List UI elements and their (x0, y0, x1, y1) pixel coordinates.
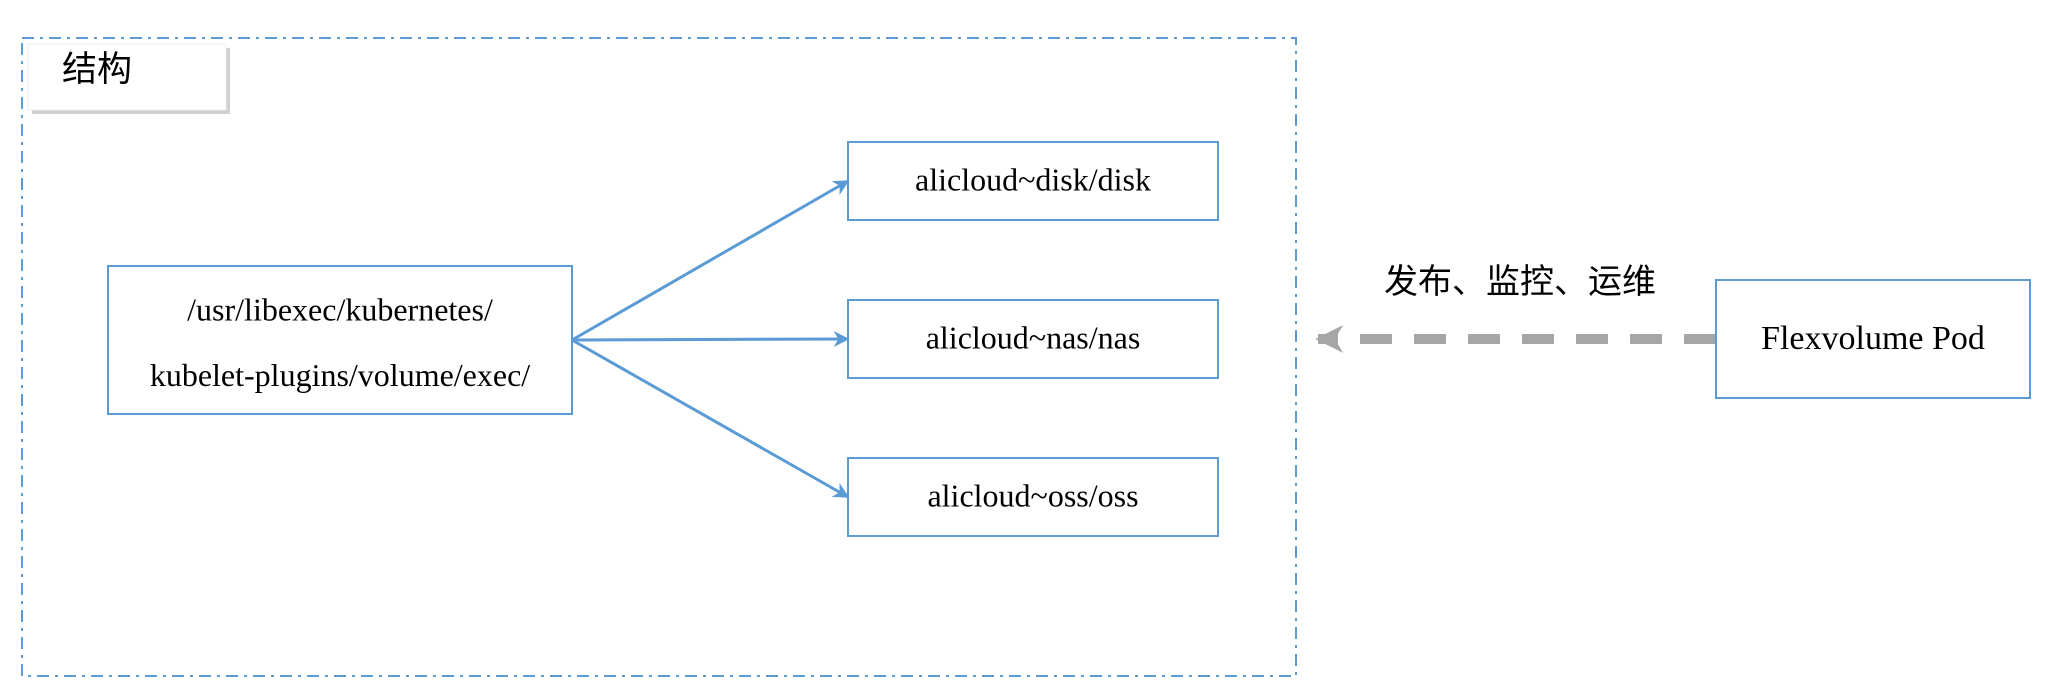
flexvolume-pod-label: Flexvolume Pod (1761, 320, 1985, 357)
target-label: alicloud~disk/disk (915, 161, 1151, 197)
title-label: 结构 (62, 50, 132, 89)
flow-arrow (572, 181, 848, 340)
target-label: alicloud~oss/oss (927, 477, 1138, 513)
flow-arrow (572, 339, 848, 340)
deploy-label: 发布、监控、运维 (1384, 263, 1656, 301)
source-path-line2: kubelet-plugins/volume/exec/ (150, 357, 530, 393)
source-path-line1: /usr/libexec/kubernetes/ (187, 292, 493, 328)
flow-arrow (572, 340, 848, 497)
target-label: alicloud~nas/nas (926, 319, 1141, 355)
